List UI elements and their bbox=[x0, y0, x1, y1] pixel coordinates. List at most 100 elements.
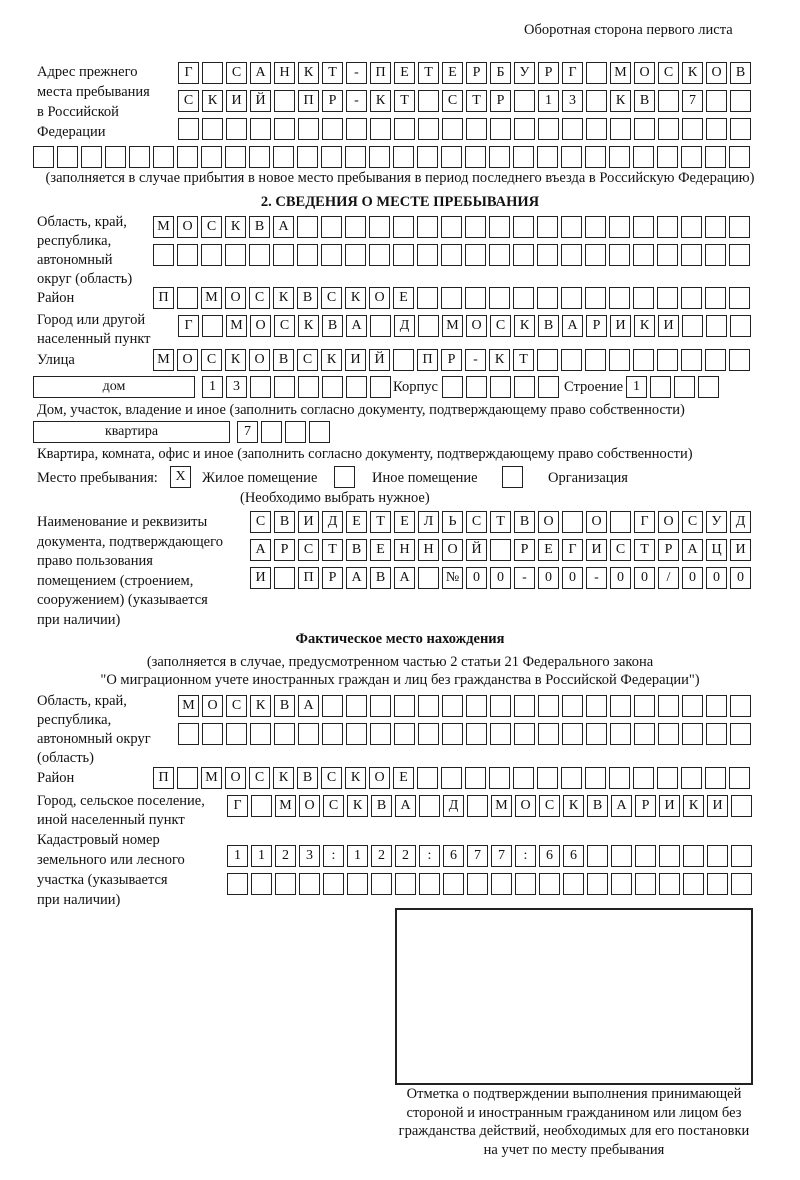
street-cell[interactable] bbox=[657, 349, 678, 371]
district-cell[interactable] bbox=[705, 287, 726, 309]
district-cell[interactable]: С bbox=[249, 287, 270, 309]
document-cell[interactable] bbox=[490, 539, 511, 561]
city-cell[interactable]: С bbox=[490, 315, 511, 337]
cadastre-cell[interactable] bbox=[467, 873, 488, 895]
district-cell[interactable] bbox=[177, 287, 198, 309]
city-cell[interactable]: К bbox=[683, 795, 704, 817]
region-cell[interactable] bbox=[394, 723, 415, 745]
cadastre-cell[interactable] bbox=[635, 845, 656, 867]
cadastre-cell[interactable]: 6 bbox=[539, 845, 560, 867]
prev-address-cell[interactable] bbox=[681, 146, 702, 168]
city-cell[interactable]: Г bbox=[178, 315, 199, 337]
prev-address-cell[interactable]: О bbox=[706, 62, 727, 84]
flat-cell[interactable]: 7 bbox=[237, 421, 258, 443]
building-cell[interactable] bbox=[650, 376, 671, 398]
cadastre-cell[interactable]: : bbox=[323, 845, 344, 867]
city-cell[interactable]: М bbox=[491, 795, 512, 817]
prev-address-cell[interactable] bbox=[514, 90, 535, 112]
city-cell[interactable]: В bbox=[538, 315, 559, 337]
document-cell[interactable]: Т bbox=[490, 511, 511, 533]
document-cell[interactable]: В bbox=[346, 539, 367, 561]
cadastre-cell[interactable] bbox=[539, 873, 560, 895]
cadastre-cell[interactable] bbox=[587, 845, 608, 867]
document-cell[interactable]: Д bbox=[730, 511, 751, 533]
region-cell[interactable] bbox=[513, 216, 534, 238]
prev-address-cell[interactable] bbox=[153, 146, 174, 168]
prev-address-cell[interactable] bbox=[346, 118, 367, 140]
city-cell[interactable]: И bbox=[610, 315, 631, 337]
korpus-cell[interactable] bbox=[514, 376, 535, 398]
region-cell[interactable] bbox=[417, 216, 438, 238]
cadastre-cell[interactable] bbox=[731, 873, 752, 895]
prev-address-cell[interactable] bbox=[250, 118, 271, 140]
street-cell[interactable] bbox=[561, 349, 582, 371]
prev-address-cell[interactable] bbox=[609, 146, 630, 168]
city-cell[interactable]: В bbox=[322, 315, 343, 337]
prev-address-cell[interactable] bbox=[730, 90, 751, 112]
document-cell[interactable]: И bbox=[250, 567, 271, 589]
city-cell[interactable]: К bbox=[514, 315, 535, 337]
region-cell[interactable]: К bbox=[250, 695, 271, 717]
prev-address-cell[interactable] bbox=[105, 146, 126, 168]
street-cell[interactable] bbox=[705, 349, 726, 371]
region-cell[interactable]: К bbox=[225, 216, 246, 238]
house-cell[interactable]: 3 bbox=[226, 376, 247, 398]
prev-address-cell[interactable]: Н bbox=[274, 62, 295, 84]
district-cell[interactable] bbox=[561, 287, 582, 309]
document-cell[interactable]: О bbox=[586, 511, 607, 533]
city-cell[interactable]: О bbox=[466, 315, 487, 337]
prev-address-cell[interactable] bbox=[370, 118, 391, 140]
street-cell[interactable]: М bbox=[153, 349, 174, 371]
document-cell[interactable]: Й bbox=[466, 539, 487, 561]
cadastre-cell[interactable] bbox=[683, 845, 704, 867]
region-cell[interactable] bbox=[177, 244, 198, 266]
prev-address-cell[interactable]: А bbox=[250, 62, 271, 84]
prev-address-cell[interactable]: Р bbox=[538, 62, 559, 84]
prev-address-cell[interactable]: Т bbox=[418, 62, 439, 84]
cadastre-cell[interactable] bbox=[563, 873, 584, 895]
prev-address-cell[interactable]: Е bbox=[394, 62, 415, 84]
city-cell[interactable]: М bbox=[226, 315, 247, 337]
document-cell[interactable]: С bbox=[682, 511, 703, 533]
district-cell[interactable] bbox=[585, 767, 606, 789]
region-cell[interactable] bbox=[634, 723, 655, 745]
region-cell[interactable] bbox=[297, 216, 318, 238]
region-cell[interactable] bbox=[201, 244, 222, 266]
district-cell[interactable]: К bbox=[273, 287, 294, 309]
prev-address-cell[interactable]: - bbox=[346, 90, 367, 112]
region-cell[interactable] bbox=[466, 723, 487, 745]
region-cell[interactable] bbox=[706, 723, 727, 745]
district-cell[interactable] bbox=[681, 287, 702, 309]
region-cell[interactable] bbox=[394, 695, 415, 717]
city-cell[interactable]: И bbox=[658, 315, 679, 337]
stay-option-checkbox[interactable] bbox=[502, 466, 523, 488]
prev-address-cell[interactable]: К bbox=[202, 90, 223, 112]
prev-address-cell[interactable] bbox=[33, 146, 54, 168]
document-cell[interactable]: Е bbox=[394, 511, 415, 533]
region-cell[interactable] bbox=[322, 695, 343, 717]
district-cell[interactable]: Е bbox=[393, 287, 414, 309]
prev-address-cell[interactable]: О bbox=[634, 62, 655, 84]
region-cell[interactable]: О bbox=[177, 216, 198, 238]
region-cell[interactable] bbox=[681, 244, 702, 266]
district-cell[interactable] bbox=[417, 767, 438, 789]
house-type-field[interactable]: дом bbox=[33, 376, 195, 398]
region-cell[interactable] bbox=[729, 244, 750, 266]
cadastre-cell[interactable] bbox=[251, 873, 272, 895]
cadastre-cell[interactable] bbox=[731, 845, 752, 867]
region-cell[interactable] bbox=[298, 723, 319, 745]
document-cell[interactable]: С bbox=[610, 539, 631, 561]
city-cell[interactable] bbox=[251, 795, 272, 817]
document-cell[interactable]: В bbox=[514, 511, 535, 533]
region-cell[interactable] bbox=[225, 244, 246, 266]
district-cell[interactable] bbox=[729, 287, 750, 309]
region-cell[interactable] bbox=[369, 244, 390, 266]
street-cell[interactable] bbox=[609, 349, 630, 371]
street-cell[interactable] bbox=[537, 349, 558, 371]
prev-address-cell[interactable] bbox=[538, 118, 559, 140]
document-cell[interactable]: 0 bbox=[610, 567, 631, 589]
prev-address-cell[interactable] bbox=[322, 118, 343, 140]
document-cell[interactable]: Р bbox=[658, 539, 679, 561]
street-cell[interactable]: К bbox=[225, 349, 246, 371]
prev-address-cell[interactable]: 1 bbox=[538, 90, 559, 112]
